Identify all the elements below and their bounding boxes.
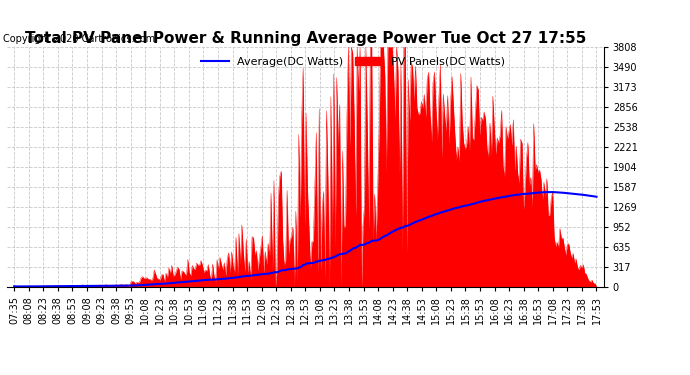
Text: Copyright 2020 Cartronics.com: Copyright 2020 Cartronics.com — [3, 34, 155, 44]
Legend: Average(DC Watts), PV Panels(DC Watts): Average(DC Watts), PV Panels(DC Watts) — [197, 53, 510, 71]
Title: Total PV Panel Power & Running Average Power Tue Oct 27 17:55: Total PV Panel Power & Running Average P… — [25, 31, 586, 46]
